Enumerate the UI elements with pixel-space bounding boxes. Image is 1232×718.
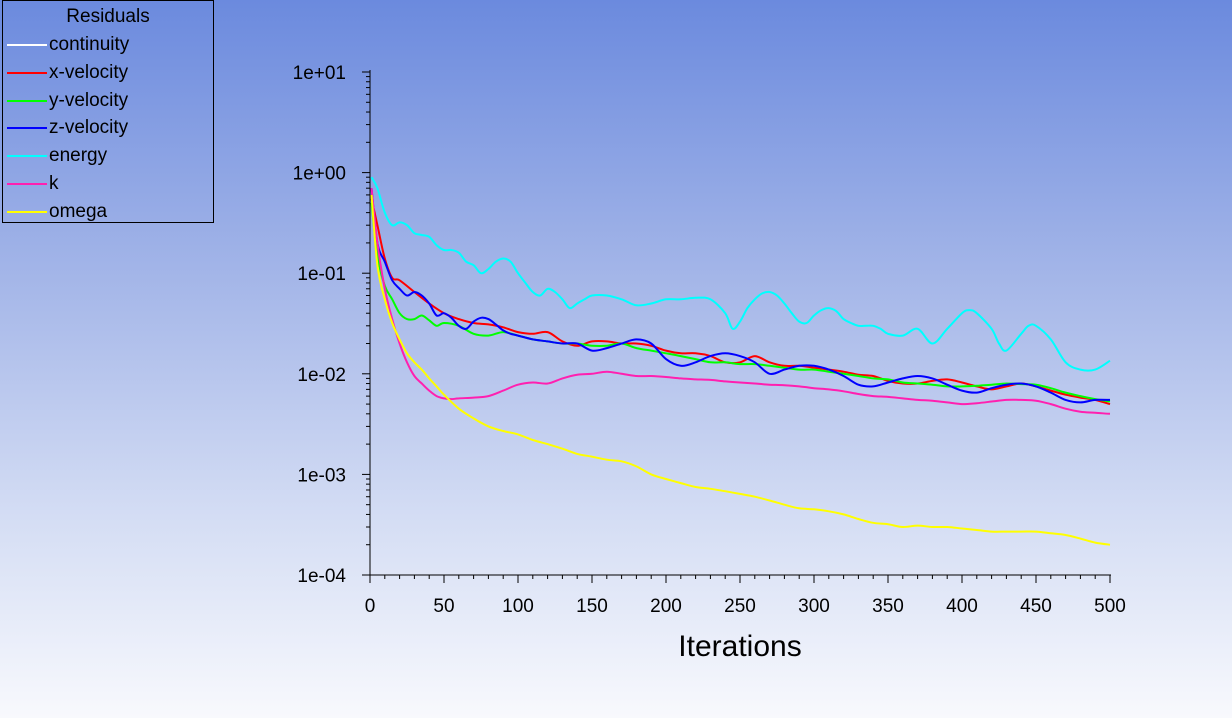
legend-label: y-velocity — [49, 89, 129, 111]
x-tick-label: 350 — [872, 596, 904, 617]
y-tick-label: 1e+01 — [293, 63, 346, 84]
legend-item-x-velocity: x-velocity — [3, 61, 213, 85]
legend-swatch — [7, 71, 47, 74]
y-tick-label: 1e+00 — [293, 164, 346, 185]
legend-swatch — [7, 210, 47, 213]
x-axis-ticks: 0 50 100 150 200 250 300 350 400 450 500 — [365, 575, 1126, 617]
legend-item-continuity: continuity — [3, 33, 213, 57]
legend-label: x-velocity — [49, 61, 129, 83]
legend: Residuals continuity x-velocity y-velocity… — [2, 0, 214, 223]
x-tick-label: 150 — [576, 596, 608, 617]
series-line-z-velocity — [370, 188, 1111, 404]
legend-item-z-velocity: z-velocity — [3, 116, 213, 140]
series-line-omega — [370, 194, 1111, 546]
y-tick-label: 1e-01 — [297, 264, 346, 285]
x-tick-label: 0 — [365, 596, 376, 617]
x-tick-label: 200 — [650, 596, 682, 617]
x-tick-label: 50 — [433, 596, 454, 617]
legend-item-energy: energy — [3, 144, 213, 168]
x-tick-label: 450 — [1020, 596, 1052, 617]
series-line-energy — [370, 176, 1111, 372]
legend-swatch — [7, 99, 47, 102]
x-tick-label: 250 — [724, 596, 756, 617]
legend-label: z-velocity — [49, 117, 129, 139]
series-line-k — [370, 188, 1111, 415]
legend-item-y-velocity: y-velocity — [3, 89, 213, 113]
legend-swatch — [7, 127, 47, 130]
legend-item-omega: omega — [3, 200, 213, 224]
legend-label: k — [49, 173, 59, 194]
x-axis-title: Iterations — [678, 630, 801, 663]
x-tick-label: 100 — [502, 596, 534, 617]
legend-swatch — [7, 155, 47, 158]
x-tick-label: 500 — [1094, 596, 1126, 617]
legend-swatch — [7, 183, 47, 185]
series-line-y-velocity — [370, 202, 1111, 403]
y-tick-label: 1e-03 — [297, 465, 346, 486]
legend-title: Residuals — [66, 6, 150, 27]
series-lines — [370, 176, 1111, 546]
legend-label: continuity — [49, 34, 130, 55]
y-tick-label: 1e-02 — [297, 365, 346, 386]
y-axis-ticks: 1e-04 1e-03 1e-02 1e-01 1e+00 1e+01 — [293, 63, 370, 587]
legend-swatch — [7, 44, 47, 46]
x-tick-label: 300 — [798, 596, 830, 617]
legend-item-k: k — [3, 172, 213, 196]
legend-label: energy — [49, 145, 108, 167]
x-tick-label: 400 — [946, 596, 978, 617]
legend-label: omega — [49, 200, 108, 222]
series-line-x-velocity — [370, 198, 1111, 406]
y-tick-label: 1e-04 — [297, 566, 346, 587]
